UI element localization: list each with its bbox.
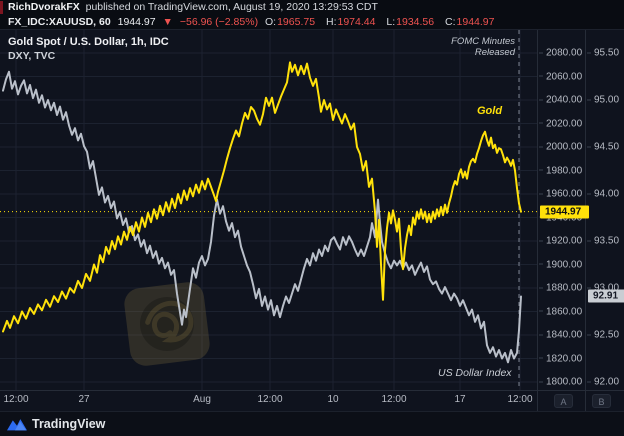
tradingview-brand-text[interactable]: TradingView <box>32 417 106 431</box>
axis-divider <box>585 391 586 411</box>
gold-axis-tick: 1960.00 <box>539 189 582 200</box>
dxy-axis-tick: 94.00 <box>587 189 619 200</box>
gold-axis-tick: 2020.00 <box>539 118 582 129</box>
price-axis[interactable]: 2080.00 2060.00 2040.00 2020.00 2000.00 1980.… <box>537 30 624 390</box>
time-axis-tick: 12:00 <box>507 394 533 405</box>
gold-axis-tick: 1800.00 <box>539 377 582 388</box>
time-axis-tick: 17 <box>454 394 466 405</box>
price-chart-pane[interactable]: Gold Spot / U.S. Dollar, 1h, IDC DXY, TV… <box>0 30 537 390</box>
dxy-last-price-tag: 92.91 <box>588 289 624 303</box>
legend-overlay-series[interactable]: DXY, TVC <box>8 50 56 62</box>
gold-axis-tick: 2060.00 <box>539 71 582 82</box>
series-lines <box>2 61 522 364</box>
high-label: H: <box>325 16 337 28</box>
dxy-axis-tick: 94.50 <box>587 142 619 153</box>
scale-b-button[interactable]: B <box>592 394 611 408</box>
low-label: L: <box>386 16 396 28</box>
gold-last-price-tag: 1944.97 <box>540 205 589 219</box>
tradingview-logo-icon[interactable] <box>7 417 27 432</box>
open-label: O: <box>265 16 277 28</box>
time-axis[interactable]: 12:00 27 Aug 12:00 10 12:00 17 12:00 A B <box>0 390 624 411</box>
footer-bar: TradingView <box>0 411 624 436</box>
author-link[interactable]: RichDvorakFX <box>8 1 80 13</box>
axis-divider <box>537 391 538 411</box>
usd-index-series-label: US Dollar Index <box>438 367 512 379</box>
chart-main: Gold Spot / U.S. Dollar, 1h, IDC DXY, TV… <box>0 30 624 390</box>
scale-a-button[interactable]: A <box>554 394 573 408</box>
gold-axis-tick: 2000.00 <box>539 142 582 153</box>
dxy-axis-tick: 93.00 <box>587 283 619 294</box>
time-axis-tick: 27 <box>78 394 90 405</box>
close-label: C: <box>445 16 456 28</box>
high-value: 1974.44 <box>337 16 376 28</box>
fomc-annotation-line1: FOMC Minutes <box>451 36 515 47</box>
gold-axis-tick: 1820.00 <box>539 353 582 364</box>
price-change: −56.96 (−2.85%) <box>179 16 259 28</box>
fomc-annotation: FOMC Minutes Released <box>451 36 515 58</box>
legend-main-series[interactable]: Gold Spot / U.S. Dollar, 1h, IDC <box>8 36 169 48</box>
close-value: 1944.97 <box>456 16 495 28</box>
edge-marker <box>0 1 3 14</box>
dxy-axis-tick: 93.50 <box>587 236 619 247</box>
dxy-axis-tick: 95.50 <box>587 48 619 59</box>
dxy-axis-tick: 92.50 <box>587 330 619 341</box>
fomc-annotation-line2: Released <box>474 47 515 58</box>
open-value: 1965.75 <box>277 16 316 28</box>
symbol-bar: FX_IDC:XAUUSD, 60 1944.97 ▼ −56.96 (−2.8… <box>0 15 624 30</box>
gold-axis-tick: 1840.00 <box>539 330 582 341</box>
gold-axis-tick: 1880.00 <box>539 283 582 294</box>
gold-axis-tick: 1980.00 <box>539 165 582 176</box>
gold-axis-tick: 2040.00 <box>539 95 582 106</box>
direction-down-icon: ▼ <box>162 16 173 28</box>
time-axis-tick: 12:00 <box>3 394 29 405</box>
gold-series-label: Gold <box>477 105 503 117</box>
gold-axis-tick: 1860.00 <box>539 306 582 317</box>
gold-axis-tick: 2080.00 <box>539 48 582 59</box>
chart-legend: Gold Spot / U.S. Dollar, 1h, IDC DXY, TV… <box>8 35 169 63</box>
publisher-watermark <box>124 282 210 366</box>
time-axis-tick: 10 <box>327 394 339 405</box>
grid-lines <box>0 30 537 390</box>
dxy-axis-tick: 95.00 <box>587 95 619 106</box>
price-chart-canvas[interactable] <box>0 30 537 390</box>
publish-bar: RichDvorakFX published on TradingView.co… <box>0 0 624 15</box>
last-price: 1944.97 <box>117 16 156 28</box>
time-axis-tick: 12:00 <box>381 394 407 405</box>
dxy-axis-tick: 92.00 <box>587 377 619 388</box>
symbol-name[interactable]: FX_IDC:XAUUSD, 60 <box>8 16 111 28</box>
low-value: 1934.56 <box>396 16 435 28</box>
event-lines <box>0 30 537 390</box>
time-axis-tick: Aug <box>193 394 211 405</box>
publish-text: published on TradingView.com, August 19,… <box>85 1 378 13</box>
time-axis-tick: 12:00 <box>257 394 283 405</box>
gold-axis-tick: 1900.00 <box>539 259 582 270</box>
gold-axis-tick: 1920.00 <box>539 236 582 247</box>
